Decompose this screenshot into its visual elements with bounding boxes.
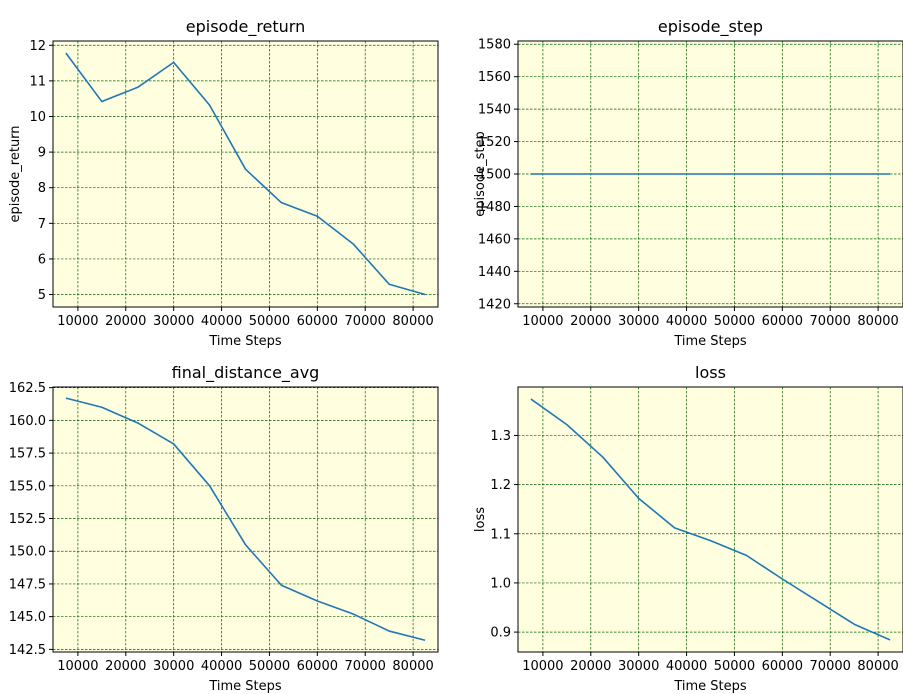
y-tick-label: 147.5 xyxy=(9,577,46,592)
subplot-episode-return: 10000 20000 30000 40000 50000 60000 70000 80000… xyxy=(8,17,439,349)
y-tick-label: 152.5 xyxy=(9,512,46,527)
y-tick-label: 1500 xyxy=(478,168,511,183)
y-ticks: 5 6 7 8 9 10 11 12 xyxy=(29,39,53,303)
y-tick-label: 11 xyxy=(29,74,46,89)
axes-frame xyxy=(517,386,903,653)
plot-area xyxy=(53,387,438,652)
y-tick-label: 155.0 xyxy=(9,479,46,494)
y-tick-label: 1420 xyxy=(478,297,511,312)
x-tick-label: 60000 xyxy=(762,659,803,674)
y-axis-label: loss xyxy=(473,507,488,532)
x-ticks: 10000 20000 30000 40000 50000 60000 70000 80000 xyxy=(522,307,899,329)
x-tick-label: 10000 xyxy=(522,659,563,674)
y-tick-label: 160.0 xyxy=(9,414,46,429)
plot-area xyxy=(53,41,438,307)
x-tick-label: 70000 xyxy=(810,314,851,329)
subplot-final-distance-avg: 10000 20000 30000 40000 50000 60000 70000 80000… xyxy=(9,363,439,694)
data-points xyxy=(530,399,891,640)
x-axis-label: Time Steps xyxy=(673,334,747,349)
y-tick-label: 1.2 xyxy=(490,478,511,493)
x-tick-label: 60000 xyxy=(297,659,338,674)
x-tick-label: 10000 xyxy=(57,659,98,674)
plot-area xyxy=(518,387,903,652)
y-tick-label: 1480 xyxy=(478,200,511,215)
x-tick-label: 50000 xyxy=(249,314,290,329)
x-tick-label: 30000 xyxy=(153,314,194,329)
x-tick-label: 10000 xyxy=(522,314,563,329)
x-tick-label: 30000 xyxy=(618,314,659,329)
x-tick-label: 30000 xyxy=(153,659,194,674)
grid-lines xyxy=(53,41,438,307)
y-tick-label: 1460 xyxy=(478,232,511,247)
x-tick-label: 80000 xyxy=(857,314,898,329)
y-tick-label: 162.5 xyxy=(9,381,46,396)
y-ticks: 0.9 1.0 1.1 1.2 1.3 xyxy=(490,429,518,641)
x-tick-label: 40000 xyxy=(201,659,242,674)
y-tick-label: 0.9 xyxy=(490,626,511,641)
y-ticks: 1420 1440 1460 1480 1500 1520 1540 1560 1580 xyxy=(478,38,518,312)
y-tick-label: 6 xyxy=(38,252,46,267)
y-axis-label: episode_step xyxy=(473,131,488,216)
data-points xyxy=(65,398,426,641)
x-tick-label: 50000 xyxy=(249,659,290,674)
x-tick-label: 80000 xyxy=(857,659,898,674)
x-ticks: 10000 20000 30000 40000 50000 60000 70000 80000 xyxy=(57,652,434,674)
subplot-loss: 10000 20000 30000 40000 50000 60000 70000 80000… xyxy=(473,363,903,694)
x-ticks: 10000 20000 30000 40000 50000 60000 70000 80000 xyxy=(522,652,899,674)
y-tick-label: 8 xyxy=(38,181,46,196)
y-tick-label: 1440 xyxy=(478,265,511,280)
y-tick-label: 1520 xyxy=(478,135,511,150)
x-tick-label: 80000 xyxy=(392,659,433,674)
chart-title: loss xyxy=(695,363,726,382)
x-tick-label: 40000 xyxy=(666,314,707,329)
x-tick-label: 20000 xyxy=(105,659,146,674)
y-tick-label: 142.5 xyxy=(9,643,46,658)
x-tick-label: 70000 xyxy=(345,314,386,329)
x-tick-label: 20000 xyxy=(570,659,611,674)
y-tick-label: 145.0 xyxy=(9,610,46,625)
chart-title: episode_return xyxy=(186,17,306,37)
y-tick-label: 157.5 xyxy=(9,447,46,462)
x-axis-label: Time Steps xyxy=(208,679,282,694)
y-tick-label: 1.1 xyxy=(490,527,511,542)
subplot-episode-step: 10000 20000 30000 40000 50000 60000 70000 80000… xyxy=(473,17,903,349)
x-axis-label: Time Steps xyxy=(673,679,747,694)
x-tick-label: 40000 xyxy=(666,659,707,674)
x-tick-label: 80000 xyxy=(392,314,433,329)
y-tick-label: 150.0 xyxy=(9,545,46,560)
x-tick-label: 60000 xyxy=(297,314,338,329)
grid-lines xyxy=(518,387,903,652)
y-tick-label: 12 xyxy=(29,39,46,54)
chart-title: final_distance_avg xyxy=(172,363,320,383)
data-points xyxy=(65,53,426,295)
x-tick-label: 40000 xyxy=(201,314,242,329)
y-axis-label: episode_return xyxy=(8,125,23,222)
y-tick-label: 10 xyxy=(29,110,46,125)
axes-frame xyxy=(52,40,439,308)
y-tick-label: 7 xyxy=(38,217,46,232)
y-tick-label: 1.0 xyxy=(490,576,511,591)
y-tick-label: 1.3 xyxy=(490,429,511,444)
x-tick-label: 30000 xyxy=(618,659,659,674)
x-tick-label: 70000 xyxy=(345,659,386,674)
x-tick-label: 50000 xyxy=(714,659,755,674)
x-tick-label: 70000 xyxy=(810,659,851,674)
axes-frame xyxy=(52,386,439,653)
x-tick-label: 50000 xyxy=(714,314,755,329)
x-tick-label: 20000 xyxy=(570,314,611,329)
y-tick-label: 1560 xyxy=(478,70,511,85)
x-ticks: 10000 20000 30000 40000 50000 60000 70000 80000 xyxy=(57,307,434,329)
y-ticks: 142.5 145.0 147.5 150.0 152.5 155.0 157.5 160.0… xyxy=(9,381,53,658)
y-tick-label: 5 xyxy=(38,288,46,303)
x-axis-label: Time Steps xyxy=(208,334,282,349)
y-tick-label: 1580 xyxy=(478,38,511,53)
x-tick-label: 10000 xyxy=(57,314,98,329)
y-tick-label: 9 xyxy=(38,146,46,161)
grid-lines xyxy=(53,387,438,652)
y-tick-label: 1540 xyxy=(478,103,511,118)
chart-title: episode_step xyxy=(658,17,763,37)
x-tick-label: 60000 xyxy=(762,314,803,329)
x-tick-label: 20000 xyxy=(105,314,146,329)
